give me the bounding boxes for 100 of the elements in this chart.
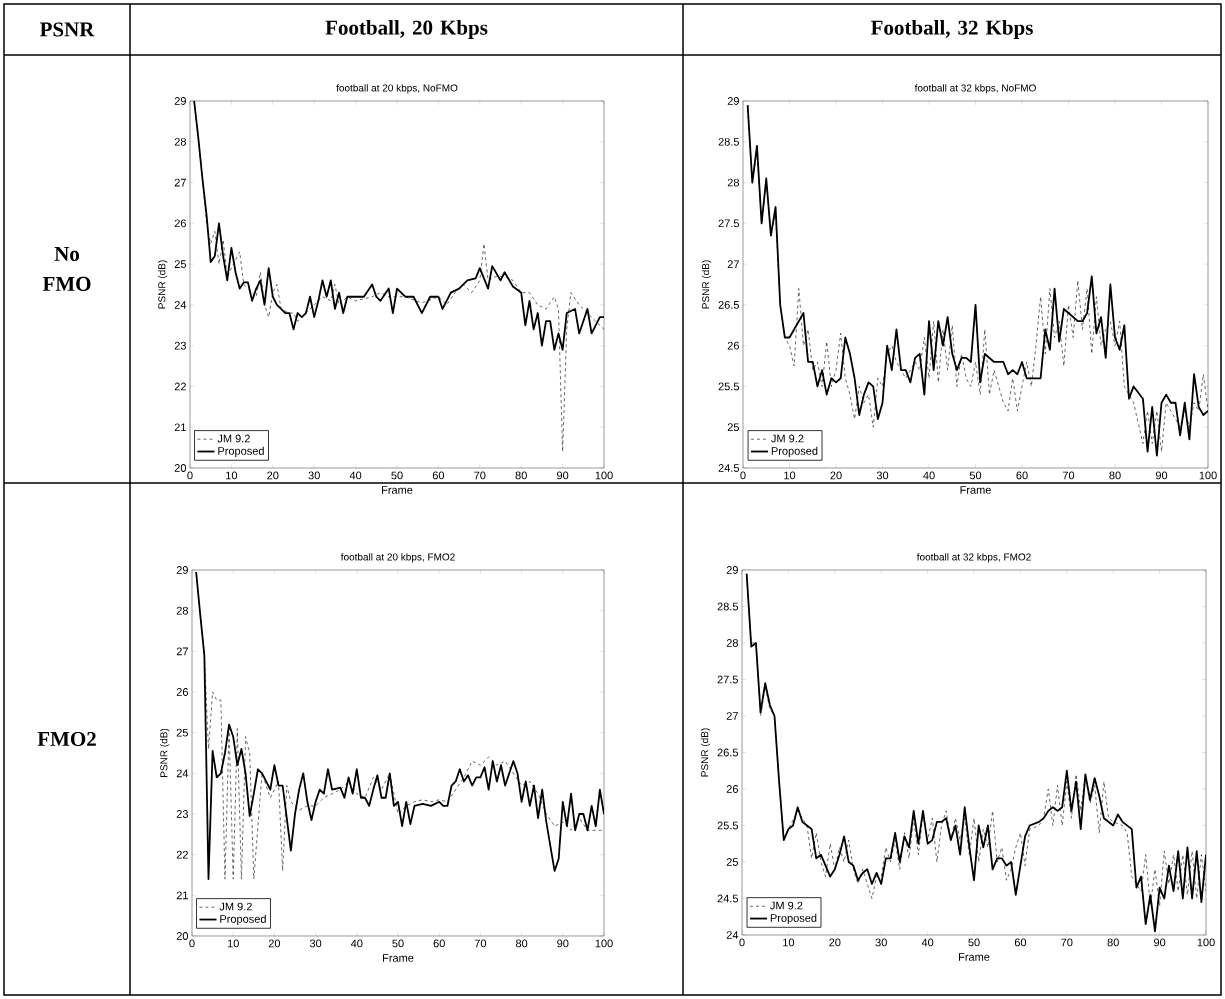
y-axis-title: PSNR (dB) <box>160 728 170 777</box>
x-tick-label: 40 <box>923 471 935 480</box>
x-tick-label: 90 <box>557 471 569 480</box>
legend-label: Proposed <box>220 914 266 926</box>
chart-title: football at 32 kbps, FMO2 <box>916 553 1031 563</box>
y-tick-label: 26.5 <box>718 301 739 309</box>
x-tick-label: 90 <box>1154 938 1166 947</box>
x-tick-label: 50 <box>969 471 982 480</box>
x-tick-label: 80 <box>515 939 528 948</box>
y-tick-label: 24 <box>176 769 189 778</box>
y-axis-title: PSNR (dB) <box>701 260 712 309</box>
x-tick-label: 80 <box>1107 938 1119 947</box>
y-tick-label: 29 <box>176 566 188 574</box>
x-tick-label: 0 <box>740 471 746 480</box>
x-tick-label: 30 <box>309 939 322 948</box>
chart-title: football at 20 kbps, FMO2 <box>340 553 455 563</box>
y-tick-label: 28 <box>727 178 739 187</box>
y-axis-title: PSNR (dB) <box>158 260 168 309</box>
x-tick-label: 60 <box>1016 471 1028 480</box>
y-tick-label: 28 <box>174 137 186 146</box>
y-tick-label: 29 <box>727 97 739 105</box>
y-tick-label: 24 <box>174 301 187 309</box>
y-tick-label: 24.5 <box>718 464 739 472</box>
y-tick-label: 27 <box>174 178 186 187</box>
x-tick-label: 10 <box>783 938 795 947</box>
y-tick-label: 29 <box>726 566 738 574</box>
y-tick-label: 27 <box>727 260 739 268</box>
legend-label: JM 9.2 <box>217 434 250 443</box>
text: FMO2 <box>37 731 96 747</box>
chart-title: football at 20 kbps, NoFMO <box>336 84 458 94</box>
text: Football, 20 Kbps <box>325 19 488 40</box>
text: Football, 32 Kbps <box>870 19 1033 40</box>
legend-label: Proposed <box>770 913 817 925</box>
y-tick-label: 26 <box>727 341 739 350</box>
y-tick-label: 28.5 <box>718 137 739 146</box>
x-tick-label: 70 <box>474 939 487 948</box>
x-tick-label: 90 <box>557 939 569 948</box>
y-axis-title: PSNR (dB) <box>700 728 711 777</box>
text: PSNR <box>39 22 95 37</box>
y-tick-label: 23 <box>174 341 186 350</box>
y-tick-label: 27.5 <box>717 675 738 684</box>
x-tick-label: 10 <box>227 939 239 948</box>
x-tick-label: 50 <box>391 471 403 480</box>
y-tick-label: 20 <box>176 932 189 940</box>
x-tick-label: 0 <box>187 471 193 480</box>
y-tick-label: 22 <box>174 382 186 391</box>
y-tick-label: 28 <box>726 639 738 647</box>
x-tick-label: 80 <box>1109 471 1121 480</box>
x-tick-label: 60 <box>433 939 445 948</box>
y-tick-label: 26.5 <box>717 748 738 757</box>
legend-label: JM 9.2 <box>770 901 803 910</box>
legend-label: Proposed <box>218 446 264 458</box>
x-tick-label: 10 <box>226 471 238 480</box>
legend-label: JM 9.2 <box>771 434 804 443</box>
y-tick-label: 25.5 <box>718 382 739 391</box>
y-tick-label: 27.5 <box>718 219 739 228</box>
x-tick-label: 40 <box>349 471 362 480</box>
x-axis-title: Frame <box>959 953 990 961</box>
text: No FMO <box>42 247 91 291</box>
x-tick-label: 20 <box>829 938 841 947</box>
x-tick-label: 70 <box>474 471 486 480</box>
y-tick-label: 29 <box>174 97 186 105</box>
x-tick-label: 30 <box>875 938 887 947</box>
y-tick-label: 24 <box>726 931 739 939</box>
y-tick-label: 23 <box>176 810 188 818</box>
x-tick-label: 30 <box>308 471 320 480</box>
y-tick-label: 26 <box>726 785 738 793</box>
x-tick-label: 0 <box>189 939 195 948</box>
x-tick-label: 100 <box>595 471 613 480</box>
x-tick-label: 50 <box>392 939 404 948</box>
y-tick-label: 28.5 <box>717 602 738 611</box>
x-tick-label: 20 <box>830 471 842 480</box>
x-tick-label: 100 <box>595 939 613 948</box>
x-tick-label: 60 <box>432 471 445 480</box>
x-tick-label: 40 <box>350 939 363 948</box>
x-axis-title: Frame <box>382 486 413 494</box>
legend-label: JM 9.2 <box>219 902 252 911</box>
x-tick-label: 50 <box>968 938 980 947</box>
y-tick-label: 21 <box>176 891 188 900</box>
x-tick-label: 20 <box>268 939 281 948</box>
y-tick-label: 25 <box>174 260 186 268</box>
x-tick-label: 70 <box>1062 471 1075 480</box>
chart-title: football at 32 kbps, NoFMO <box>914 84 1036 94</box>
x-tick-label: 100 <box>1197 938 1215 947</box>
x-tick-label: 40 <box>921 938 934 947</box>
legend-label: Proposed <box>771 446 818 458</box>
x-tick-label: 100 <box>1199 471 1217 480</box>
y-tick-label: 28 <box>176 606 188 615</box>
x-tick-label: 20 <box>267 471 279 480</box>
x-axis-title: Frame <box>960 486 991 494</box>
y-tick-label: 22 <box>176 850 188 859</box>
y-tick-label: 21 <box>174 423 186 432</box>
x-tick-label: 30 <box>876 471 889 480</box>
x-tick-label: 90 <box>1155 471 1168 480</box>
x-tick-label: 70 <box>1061 938 1073 947</box>
y-tick-label: 26 <box>176 688 188 696</box>
y-tick-label: 25 <box>176 728 188 737</box>
x-axis-title: Frame <box>383 954 414 962</box>
x-tick-label: 80 <box>515 471 527 480</box>
y-tick-label: 26 <box>174 219 186 228</box>
